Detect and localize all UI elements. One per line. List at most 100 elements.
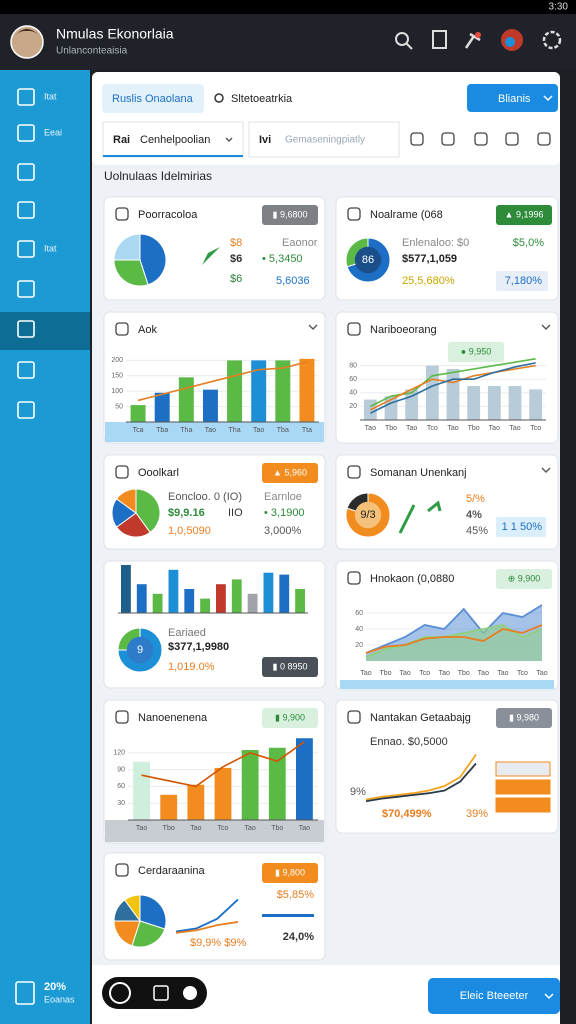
arrow-icon bbox=[202, 247, 220, 265]
x-tick-label: Tao bbox=[489, 425, 500, 432]
card-text: Eariaed bbox=[168, 627, 206, 639]
card-text: Enlenaloo: $0 bbox=[402, 237, 469, 249]
card-chevron[interactable] bbox=[308, 324, 318, 330]
card-text: Earnloe bbox=[264, 491, 302, 503]
legend-box bbox=[495, 779, 551, 795]
toolbar-icon[interactable] bbox=[441, 132, 455, 146]
pin-icon[interactable] bbox=[464, 32, 481, 49]
donut-hole bbox=[354, 501, 382, 529]
media-circle[interactable] bbox=[109, 982, 131, 1004]
sidebar-label[interactable]: Itat bbox=[44, 243, 57, 253]
header-bar bbox=[0, 14, 576, 70]
sidebar-label[interactable]: Eeai bbox=[44, 127, 62, 137]
x-tick-label: Tao bbox=[478, 670, 489, 677]
toolbar-icon[interactable] bbox=[505, 132, 519, 146]
bar bbox=[241, 750, 259, 820]
chart-band bbox=[105, 422, 324, 442]
y-tick-label: 80 bbox=[349, 362, 357, 369]
card-title: Hnokaon (0,0880 bbox=[370, 573, 454, 585]
bar bbox=[268, 747, 286, 820]
button-label: Blianis bbox=[498, 93, 531, 105]
x-tick-label: Tao bbox=[136, 825, 147, 832]
x-tick-label: Tao bbox=[205, 427, 216, 434]
sidebar-icon[interactable] bbox=[17, 201, 35, 219]
search-placeholder: Gemaseningpiatly bbox=[285, 135, 365, 146]
media-icon[interactable] bbox=[153, 985, 169, 1001]
card-title: Ooolkarl bbox=[138, 467, 179, 479]
media-icon[interactable] bbox=[183, 986, 197, 1000]
trend-line bbox=[369, 364, 536, 411]
tab[interactable] bbox=[102, 84, 204, 113]
card-text: 9% bbox=[350, 786, 366, 798]
toolbar-icon[interactable] bbox=[474, 132, 488, 146]
pie-slice bbox=[131, 920, 166, 948]
pie-slice bbox=[135, 488, 161, 534]
doc-icon[interactable] bbox=[432, 30, 447, 49]
search-icon[interactable] bbox=[395, 32, 409, 46]
dropdown-label: Cenhelpoolian bbox=[140, 134, 210, 146]
card-chevron[interactable] bbox=[541, 467, 551, 473]
badge bbox=[262, 863, 318, 883]
card-text: 39% bbox=[466, 808, 488, 820]
card-title: Poorracoloa bbox=[138, 209, 198, 221]
bar bbox=[187, 784, 205, 820]
series-line bbox=[365, 624, 543, 654]
sidebar-icon[interactable] bbox=[17, 280, 35, 298]
y-tick-label: 40 bbox=[349, 390, 357, 397]
bar bbox=[425, 365, 439, 420]
filter-box[interactable] bbox=[102, 121, 244, 158]
series-line bbox=[365, 762, 477, 803]
trend-line bbox=[369, 358, 536, 408]
sidebar-icon[interactable] bbox=[17, 361, 35, 379]
badge-label: ▮ 9,6800 bbox=[273, 209, 308, 219]
search-prefix: Ivi bbox=[259, 134, 271, 146]
badge bbox=[262, 708, 318, 728]
toolbar-icon[interactable] bbox=[537, 132, 551, 146]
sidebar-icon[interactable] bbox=[17, 320, 35, 338]
primary-button[interactable] bbox=[467, 84, 558, 112]
card-text: 7,180% bbox=[505, 275, 543, 287]
card-text: $577,1,059 bbox=[402, 253, 457, 265]
action-button-label[interactable]: Eleic Bteeeter bbox=[460, 990, 529, 1002]
bar bbox=[467, 386, 481, 420]
action-button[interactable] bbox=[428, 978, 560, 1014]
sidebar-icon[interactable] bbox=[17, 88, 35, 106]
badge-label: ▲ 9,1996 bbox=[505, 209, 544, 219]
sidebar-icon[interactable] bbox=[17, 124, 35, 142]
search-handle bbox=[405, 42, 413, 50]
card-text: 1 1 50% bbox=[502, 521, 543, 533]
bar bbox=[529, 389, 543, 420]
sidebar-label[interactable]: Itat bbox=[44, 91, 57, 101]
card-title: Nariboeorang bbox=[370, 324, 437, 336]
bar bbox=[247, 593, 258, 613]
x-tick-label: Tao bbox=[299, 825, 310, 832]
bar bbox=[184, 589, 195, 613]
y-tick-label: 40 bbox=[355, 626, 363, 633]
sidebar-icon[interactable] bbox=[17, 401, 35, 419]
bar bbox=[275, 360, 291, 422]
sidebar-icon[interactable] bbox=[17, 163, 35, 181]
card-text: 9/3 bbox=[360, 509, 375, 521]
card-title: Cerdaraanina bbox=[138, 865, 206, 877]
card-title: Noalrame (068 bbox=[370, 209, 443, 221]
bar bbox=[214, 767, 232, 820]
card-text: $5,85% bbox=[277, 889, 315, 901]
search-box[interactable] bbox=[248, 121, 400, 158]
bar bbox=[202, 389, 218, 422]
card-chevron[interactable] bbox=[541, 324, 551, 330]
card-text: • 5,3450 bbox=[262, 253, 303, 265]
card-icon bbox=[347, 465, 361, 479]
x-tick-label: Tao bbox=[399, 670, 410, 677]
sidebar-icon[interactable] bbox=[17, 240, 35, 258]
y-tick-label: 60 bbox=[349, 376, 357, 383]
badge-label: ▮ 9,980 bbox=[509, 712, 539, 722]
area-fill bbox=[366, 625, 542, 661]
y-tick-label: 30 bbox=[117, 800, 125, 807]
bar bbox=[154, 392, 170, 422]
settings-icon[interactable] bbox=[542, 30, 562, 50]
toolbar-icon[interactable] bbox=[410, 132, 424, 146]
radio[interactable] bbox=[214, 93, 224, 103]
bar bbox=[487, 386, 501, 420]
pie-slice bbox=[139, 233, 167, 286]
